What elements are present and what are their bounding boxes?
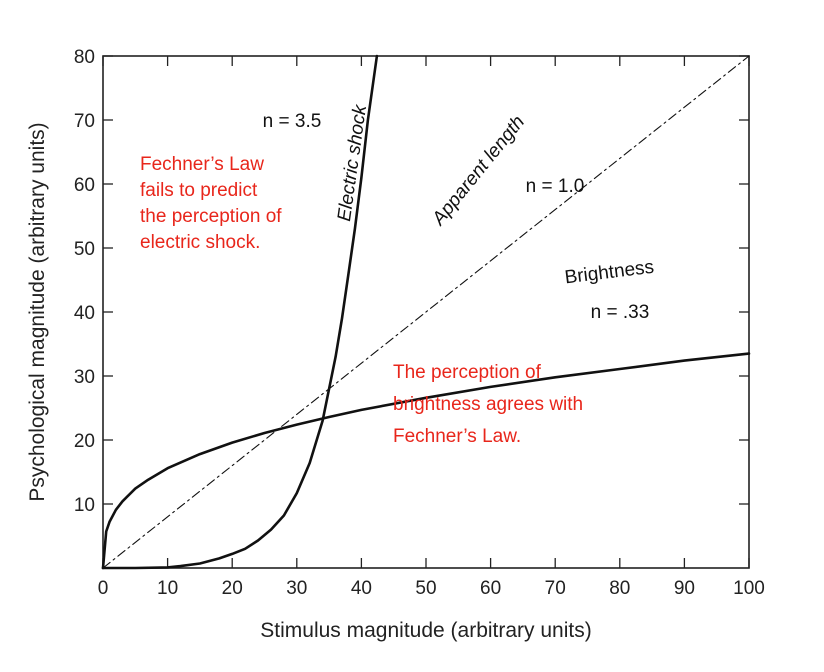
y-tick-label: 20 — [74, 431, 95, 452]
series-line-brightness — [101, 352, 751, 570]
series-exponent-apparent-length: n = 1.0 — [526, 176, 585, 197]
series-exponent-electric-shock: n = 3.5 — [263, 111, 322, 132]
annotation-brightness-agrees-line: The perception of — [393, 362, 542, 383]
annotation-brightness-agrees-line: Fechner’s Law. — [393, 426, 521, 447]
series-exponent-brightness: n = .33 — [591, 302, 650, 323]
series-name-electric-shock: Electric shock — [334, 102, 371, 222]
x-tick-label: 100 — [733, 578, 765, 599]
y-tick-label: 60 — [74, 175, 95, 196]
y-tick-label: 10 — [74, 495, 95, 516]
y-tick-label: 40 — [74, 303, 95, 324]
series-line-apparent-length — [102, 55, 750, 569]
x-tick-label: 20 — [222, 578, 243, 599]
series-name-brightness: Brightness — [563, 257, 655, 289]
annotation-fechner-fails-line: fails to predict — [140, 180, 258, 201]
x-tick-label: 60 — [480, 578, 501, 599]
x-tick-label: 70 — [545, 578, 566, 599]
annotation-fechner-fails-line: the perception of — [140, 206, 282, 227]
x-tick-label: 0 — [98, 578, 109, 599]
x-tick-label: 80 — [609, 578, 630, 599]
y-axis-title: Psychological magnitude (arbitrary units… — [26, 122, 49, 501]
x-tick-label: 30 — [286, 578, 307, 599]
x-tick-label: 40 — [351, 578, 372, 599]
annotation-fechner-fails-line: electric shock. — [140, 232, 260, 253]
annotation-fechner-fails: Fechner’s Law fails to predict the perce… — [140, 154, 287, 253]
axis-ticks: 0 10 20 30 40 50 60 70 80 90 100 10 20 30 40 50 60 70 80 — [74, 47, 765, 599]
series-line-electric-shock — [101, 54, 379, 570]
x-axis-title: Stimulus magnitude (arbitrary units) — [260, 619, 591, 642]
x-tick-label: 10 — [157, 578, 178, 599]
annotation-brightness-agrees-line: brightness agrees with — [393, 394, 583, 415]
y-tick-label: 70 — [74, 111, 95, 132]
y-tick-label: 30 — [74, 367, 95, 388]
y-tick-label: 50 — [74, 239, 95, 260]
x-tick-label: 50 — [415, 578, 436, 599]
series-name-apparent-length: Apparent length — [428, 112, 529, 230]
annotation-brightness-agrees: The perception of brightness agrees with… — [393, 362, 588, 447]
x-tick-label: 90 — [674, 578, 695, 599]
series-layer — [101, 54, 751, 570]
annotation-fechner-fails-line: Fechner’s Law — [140, 154, 264, 175]
y-tick-label: 80 — [74, 47, 95, 68]
